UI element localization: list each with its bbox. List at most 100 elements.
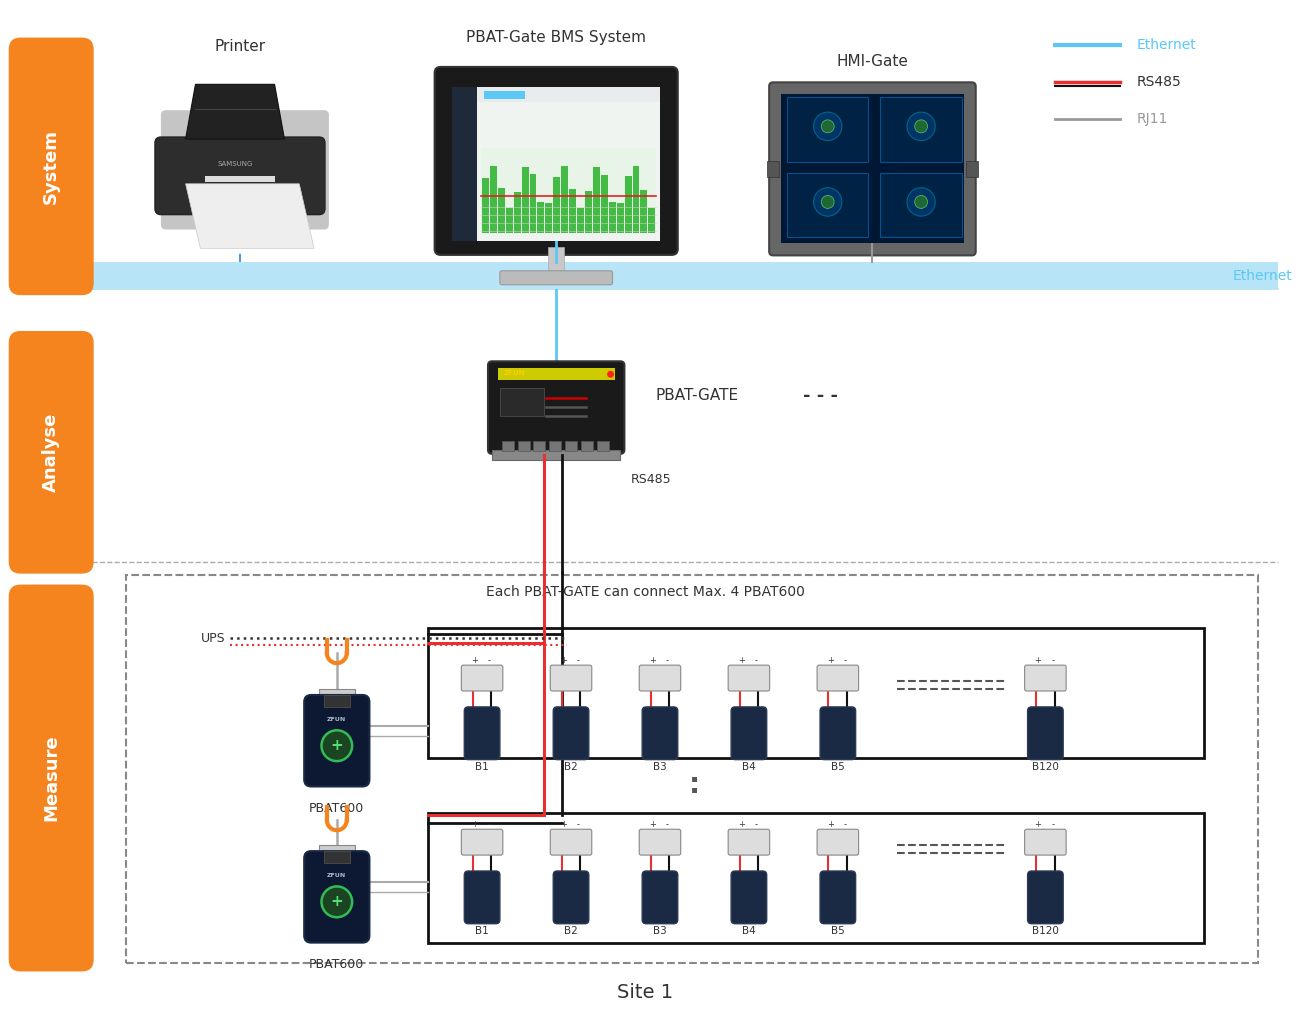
Text: -: -: [1051, 656, 1054, 665]
FancyBboxPatch shape: [435, 67, 678, 255]
Bar: [593, 167, 600, 233]
FancyBboxPatch shape: [769, 82, 976, 255]
Bar: [585, 191, 592, 233]
Text: PBAT600: PBAT600: [310, 958, 364, 971]
FancyBboxPatch shape: [1028, 871, 1063, 923]
FancyBboxPatch shape: [9, 585, 94, 971]
Bar: [648, 207, 656, 233]
Bar: [477, 86, 660, 102]
Polygon shape: [186, 184, 314, 248]
Text: B2: B2: [565, 762, 578, 772]
Bar: [548, 247, 565, 277]
Circle shape: [813, 112, 842, 140]
Circle shape: [321, 730, 353, 761]
Text: B4: B4: [742, 925, 756, 936]
Text: -: -: [1051, 821, 1054, 829]
Circle shape: [821, 195, 834, 208]
Text: -: -: [488, 821, 490, 829]
Bar: [787, 98, 869, 162]
Bar: [506, 207, 513, 233]
FancyBboxPatch shape: [550, 829, 592, 855]
FancyBboxPatch shape: [9, 38, 94, 295]
Text: +: +: [471, 821, 477, 829]
FancyBboxPatch shape: [464, 707, 500, 760]
Bar: [502, 441, 514, 451]
Text: +: +: [827, 656, 834, 665]
Text: RS485: RS485: [1136, 75, 1181, 89]
FancyBboxPatch shape: [820, 707, 856, 760]
Text: -: -: [755, 821, 757, 829]
Bar: [428, 814, 1203, 943]
Text: Printer: Printer: [215, 40, 265, 55]
FancyBboxPatch shape: [729, 829, 770, 855]
Bar: [578, 207, 584, 233]
FancyBboxPatch shape: [553, 871, 589, 923]
FancyBboxPatch shape: [155, 137, 325, 215]
Text: :: :: [690, 772, 700, 799]
Circle shape: [907, 188, 935, 217]
Bar: [453, 86, 477, 241]
Text: System: System: [42, 129, 60, 203]
Bar: [484, 91, 526, 99]
Text: B5: B5: [831, 762, 844, 772]
FancyBboxPatch shape: [304, 695, 369, 786]
Text: +: +: [649, 656, 656, 665]
Text: Ethernet: Ethernet: [1136, 38, 1196, 52]
Bar: [881, 173, 961, 238]
Text: B1: B1: [475, 925, 489, 936]
Bar: [490, 166, 497, 233]
Text: -: -: [666, 656, 669, 665]
Text: +: +: [561, 821, 567, 829]
FancyBboxPatch shape: [1028, 707, 1063, 760]
Bar: [597, 441, 609, 451]
Bar: [481, 178, 489, 233]
FancyBboxPatch shape: [639, 829, 680, 855]
FancyBboxPatch shape: [161, 110, 329, 230]
Text: B3: B3: [653, 762, 667, 772]
Bar: [624, 176, 631, 233]
Bar: [453, 86, 660, 241]
Bar: [319, 845, 355, 859]
Bar: [582, 441, 593, 451]
Text: -: -: [576, 656, 580, 665]
Bar: [561, 166, 569, 233]
FancyBboxPatch shape: [462, 829, 502, 855]
Circle shape: [821, 120, 834, 133]
Text: B1: B1: [475, 762, 489, 772]
Text: B2: B2: [565, 925, 578, 936]
Text: -: -: [576, 821, 580, 829]
Polygon shape: [186, 84, 285, 139]
FancyBboxPatch shape: [462, 665, 502, 691]
Bar: [565, 441, 576, 451]
Text: +: +: [471, 656, 477, 665]
Bar: [500, 387, 544, 416]
FancyBboxPatch shape: [550, 665, 592, 691]
Bar: [498, 368, 614, 380]
Text: B5: B5: [831, 925, 844, 936]
Text: +: +: [561, 656, 567, 665]
Text: HMI-Gate: HMI-Gate: [837, 55, 908, 69]
Text: ZFUN: ZFUN: [327, 874, 346, 879]
Text: -: -: [844, 821, 847, 829]
FancyBboxPatch shape: [643, 871, 678, 923]
FancyBboxPatch shape: [488, 361, 624, 454]
Text: SAMSUNG: SAMSUNG: [217, 161, 252, 167]
Text: PBAT-Gate BMS System: PBAT-Gate BMS System: [466, 29, 647, 45]
Text: Analyse: Analyse: [42, 413, 60, 492]
Bar: [481, 148, 656, 233]
Text: B120: B120: [1032, 762, 1059, 772]
Text: Site 1: Site 1: [617, 982, 673, 1002]
Bar: [640, 189, 648, 233]
FancyBboxPatch shape: [304, 851, 369, 943]
Text: RS485: RS485: [630, 473, 671, 486]
Text: B3: B3: [653, 925, 667, 936]
Bar: [549, 441, 561, 451]
Bar: [324, 695, 350, 707]
Circle shape: [915, 120, 928, 133]
Bar: [518, 441, 530, 451]
Text: -: -: [666, 821, 669, 829]
FancyBboxPatch shape: [731, 707, 766, 760]
Text: - - -: - - -: [803, 386, 838, 405]
Text: -: -: [488, 656, 490, 665]
FancyBboxPatch shape: [500, 271, 613, 285]
